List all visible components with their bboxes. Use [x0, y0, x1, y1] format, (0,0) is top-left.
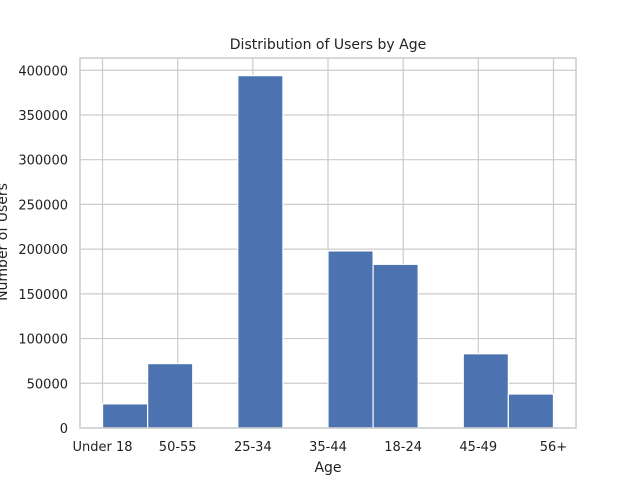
- x-tick-label: 35-44: [309, 440, 347, 455]
- bars: [101, 75, 555, 429]
- plot-frame: [79, 57, 577, 429]
- y-axis-ticks: 0 50000 100000 150000 200000 250000 300000 3500…: [18, 64, 68, 437]
- x-axis-label: Age: [314, 460, 341, 476]
- x-tick-label: 50-55: [159, 440, 197, 455]
- y-tick-label: 350000: [18, 109, 68, 124]
- histogram-bar: [372, 263, 419, 429]
- x-tick-label: 56+: [540, 440, 567, 455]
- histogram-bar: [462, 353, 509, 429]
- histogram-bar: [327, 250, 374, 429]
- y-tick-label: 150000: [18, 288, 68, 303]
- histogram-bar: [147, 363, 194, 429]
- histogram-bar: [101, 403, 149, 429]
- y-tick-label: 400000: [18, 64, 68, 79]
- histogram-bar: [237, 75, 284, 429]
- y-tick-label: 250000: [18, 198, 68, 213]
- y-tick-label: 200000: [18, 243, 68, 258]
- y-tick-label: 0: [60, 422, 68, 437]
- x-tick-label: Under 18: [73, 440, 133, 455]
- x-tick-label: 45-49: [459, 440, 497, 455]
- y-tick-label: 100000: [18, 333, 68, 348]
- x-tick-label: 18-24: [384, 440, 422, 455]
- x-axis-ticks: Under 18 50-55 25-34 35-44 18-24 45-49 56+: [73, 440, 568, 455]
- y-tick-label: 300000: [18, 154, 68, 169]
- y-axis-label: Number of Users: [0, 183, 11, 301]
- x-tick-label: 25-34: [234, 440, 272, 455]
- histogram-bar: [507, 393, 555, 429]
- chart-title: Distribution of Users by Age: [230, 37, 426, 53]
- y-tick-label: 50000: [27, 377, 68, 392]
